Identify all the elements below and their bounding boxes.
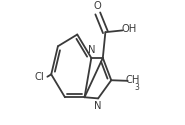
- Text: CH: CH: [125, 75, 139, 85]
- Text: N: N: [88, 45, 95, 55]
- Text: 3: 3: [135, 83, 139, 92]
- Text: OH: OH: [121, 24, 137, 34]
- Text: Cl: Cl: [35, 72, 45, 82]
- Text: N: N: [94, 101, 102, 111]
- Text: O: O: [93, 1, 101, 11]
